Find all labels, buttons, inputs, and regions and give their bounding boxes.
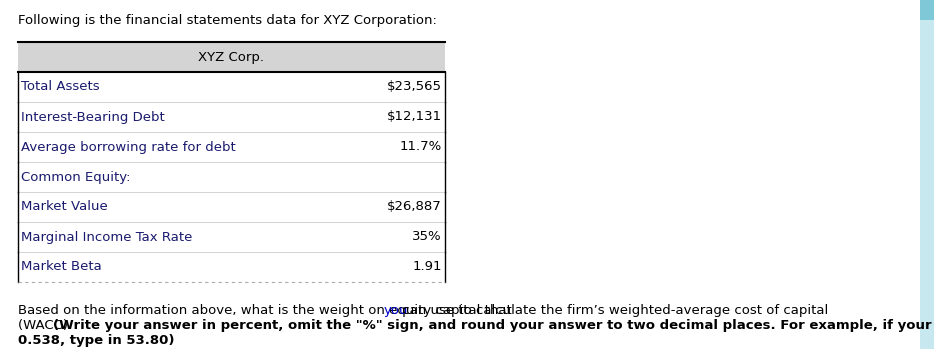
Text: 11.7%: 11.7%	[400, 141, 442, 154]
Text: $23,565: $23,565	[387, 81, 442, 94]
Text: $26,887: $26,887	[388, 200, 442, 214]
Text: (WACC): (WACC)	[18, 319, 72, 332]
Text: Interest-Bearing Debt: Interest-Bearing Debt	[21, 111, 164, 124]
Text: Market Beta: Market Beta	[21, 260, 102, 274]
Text: Total Assets: Total Assets	[21, 81, 100, 94]
Text: Following is the financial statements data for XYZ Corporation:: Following is the financial statements da…	[18, 14, 437, 27]
Text: 1.91: 1.91	[413, 260, 442, 274]
Text: $12,131: $12,131	[387, 111, 442, 124]
Text: you: you	[384, 304, 408, 317]
Text: (Write your answer in percent, omit the "%" sign, and round your answer to two d: (Write your answer in percent, omit the …	[52, 319, 934, 332]
Bar	[920, 0, 934, 20]
Bar	[920, 0, 934, 349]
Text: Common Equity:: Common Equity:	[21, 171, 131, 184]
Text: Marginal Income Tax Rate: Marginal Income Tax Rate	[21, 230, 192, 244]
Text: can use to calculate the firm’s weighted-average cost of capital: can use to calculate the firm’s weighted…	[399, 304, 828, 317]
Bar	[18, 42, 445, 72]
Text: Market Value: Market Value	[21, 200, 107, 214]
Text: Based on the information above, what is the weight on equity capital that: Based on the information above, what is …	[18, 304, 516, 317]
Text: Average borrowing rate for debt: Average borrowing rate for debt	[21, 141, 235, 154]
Text: XYZ Corp.: XYZ Corp.	[199, 51, 264, 64]
Text: 35%: 35%	[413, 230, 442, 244]
Text: 0.538, type in 53.80): 0.538, type in 53.80)	[18, 334, 175, 347]
